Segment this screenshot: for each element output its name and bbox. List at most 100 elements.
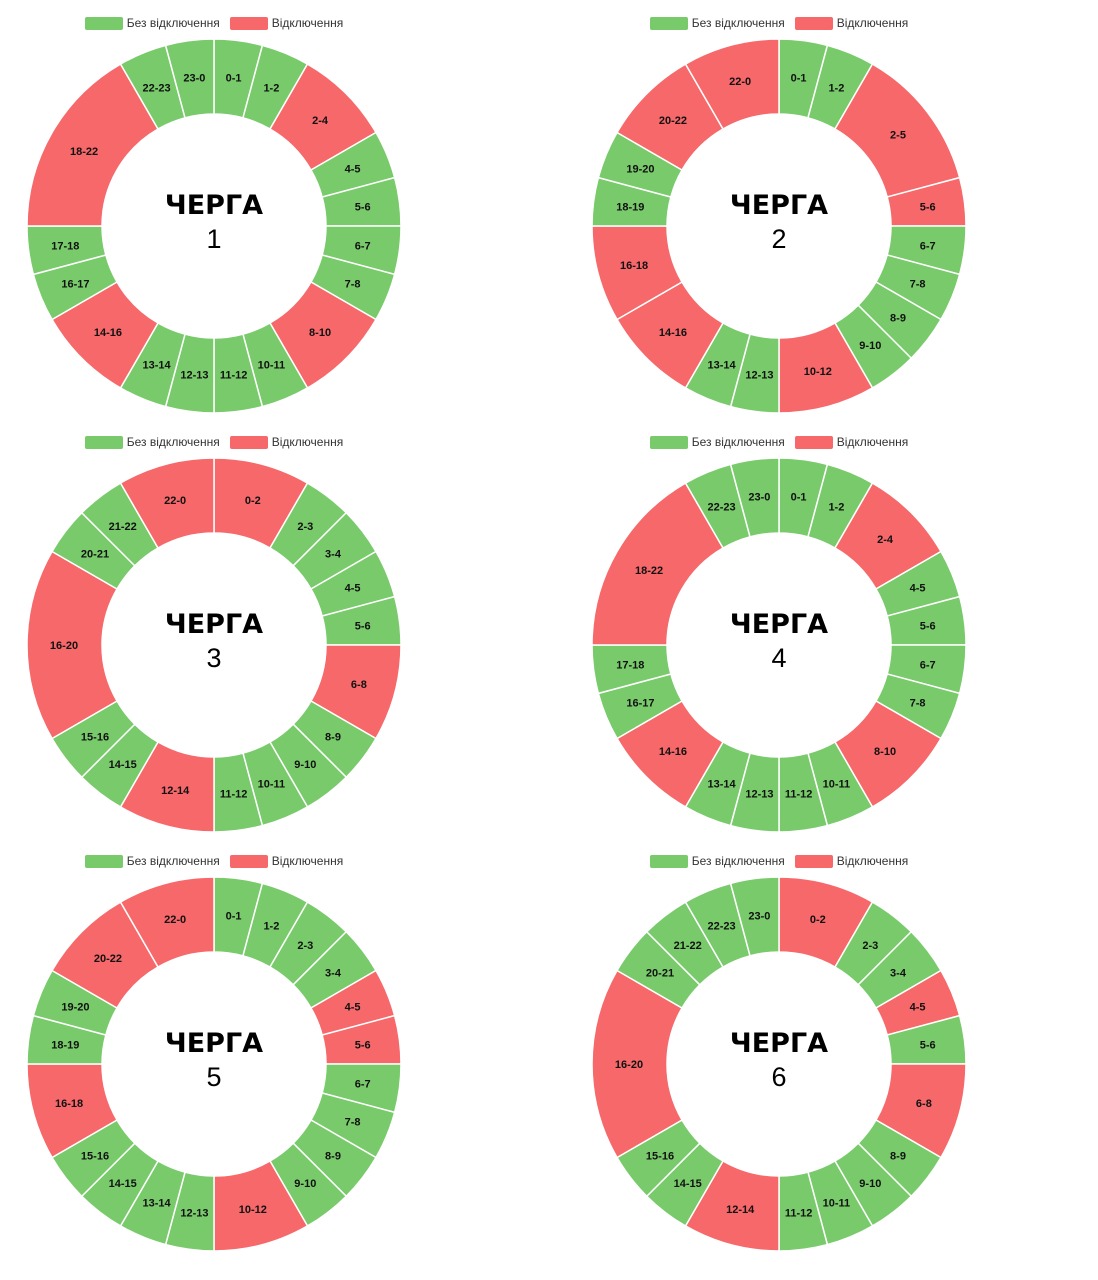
segment-label-22-23: 22-23 [708, 920, 736, 932]
segment-22-0[interactable] [119, 876, 215, 969]
chart-segments [591, 457, 967, 833]
legend-label-no-outage: Без відключення [691, 435, 785, 449]
segment-23-0[interactable] [729, 457, 780, 538]
segment-label-14-16: 14-16 [94, 327, 122, 339]
segment-label-8-9: 8-9 [890, 1150, 906, 1162]
segment-label-15-16: 15-16 [646, 1150, 674, 1162]
legend-item-no-outage[interactable]: Без відключення [649, 16, 785, 30]
segment-label-0-1: 0-1 [226, 72, 242, 84]
segment-22-0[interactable] [119, 457, 215, 550]
legend-label-no-outage: Без відключення [126, 854, 220, 868]
segment-label-23-0: 23-0 [183, 72, 205, 84]
segment-label-10-11: 10-11 [823, 779, 851, 791]
legend-item-no-outage[interactable]: Без відключення [84, 435, 220, 449]
segment-label-18-22: 18-22 [635, 565, 663, 577]
segment-label-18-19: 18-19 [51, 1039, 79, 1051]
segment-label-21-22: 21-22 [109, 521, 137, 533]
segment-label-5-6: 5-6 [355, 201, 371, 213]
segment-label-13-14: 13-14 [708, 360, 737, 372]
segment-label-11-12: 11-12 [785, 1208, 813, 1220]
segment-label-7-8: 7-8 [910, 278, 926, 290]
chart-segments [26, 457, 402, 833]
legend-swatch-outage [794, 16, 833, 30]
chart-segment-labels: 0-2 2-3 3-4 4-5 5-6 6-8 8-9 9-10 10-11 11-12 12-14… [615, 910, 936, 1219]
segment-label-2-5: 2-5 [890, 130, 906, 142]
segment-label-14-15: 14-15 [109, 1178, 137, 1190]
segment-label-4-5: 4-5 [910, 1002, 926, 1014]
legend-item-outage[interactable]: Відключення [229, 854, 344, 868]
segment-label-16-18: 16-18 [620, 260, 648, 272]
segment-label-2-3: 2-3 [297, 940, 313, 952]
segment-label-23-0: 23-0 [748, 910, 770, 922]
segment-label-23-0: 23-0 [748, 491, 770, 503]
chart-segments [591, 876, 967, 1252]
segment-label-0-1: 0-1 [226, 910, 242, 922]
segment-label-4-5: 4-5 [910, 583, 926, 595]
segment-label-14-16: 14-16 [659, 327, 687, 339]
segment-label-20-21: 20-21 [81, 549, 109, 561]
segment-label-21-22: 21-22 [674, 940, 702, 952]
segment-label-12-13: 12-13 [180, 1208, 208, 1220]
segment-label-5-6: 5-6 [355, 1039, 371, 1051]
legend-label-no-outage: Без відключення [691, 16, 785, 30]
segment-label-7-8: 7-8 [910, 697, 926, 709]
segment-23-0[interactable] [729, 876, 780, 957]
segment-label-13-14: 13-14 [143, 1198, 172, 1210]
segment-label-8-9: 8-9 [890, 312, 906, 324]
segment-label-1-2: 1-2 [828, 501, 844, 513]
segment-label-1-2: 1-2 [263, 920, 279, 932]
segment-label-19-20: 19-20 [61, 1002, 89, 1014]
legend-item-no-outage[interactable]: Без відключення [84, 16, 220, 30]
legend-item-no-outage[interactable]: Без відключення [649, 854, 785, 868]
legend-swatch-outage [229, 435, 268, 449]
segment-label-2-4: 2-4 [312, 115, 329, 127]
legend-label-no-outage: Без відключення [126, 16, 220, 30]
chart-title-number: 5 [206, 1062, 221, 1092]
legend-swatch-no-outage [649, 16, 688, 30]
chart-title-word: ЧЕРГА [165, 609, 263, 640]
segment-label-7-8: 7-8 [345, 1116, 361, 1128]
segment-label-15-16: 15-16 [81, 1150, 109, 1162]
segment-label-8-9: 8-9 [325, 1150, 341, 1162]
segment-label-4-5: 4-5 [345, 164, 361, 176]
chart-segments [26, 38, 402, 414]
legend-item-outage[interactable]: Відключення [794, 854, 908, 868]
legend: Без відключення Відключення [589, 15, 969, 31]
legend-item-outage[interactable]: Відключення [229, 435, 343, 449]
segment-label-5-6: 5-6 [920, 201, 936, 213]
segment-label-10-11: 10-11 [258, 779, 286, 791]
segment-23-0[interactable] [164, 38, 215, 119]
segment-label-5-6: 5-6 [355, 620, 371, 632]
segment-label-14-16: 14-16 [659, 746, 687, 758]
legend-item-no-outage[interactable]: Без відключення [649, 435, 785, 449]
segment-label-4-5: 4-5 [345, 1002, 361, 1014]
segment-label-15-16: 15-16 [81, 731, 109, 743]
legend-swatch-no-outage [649, 435, 688, 449]
legend-label-no-outage: Без відключення [126, 435, 220, 449]
segment-label-4-5: 4-5 [345, 583, 361, 595]
segment-label-20-21: 20-21 [646, 968, 674, 980]
legend-item-no-outage[interactable]: Без відключення [84, 854, 220, 868]
segment-label-8-10: 8-10 [309, 327, 331, 339]
segment-label-0-2: 0-2 [810, 914, 826, 926]
segment-label-12-13: 12-13 [745, 789, 773, 801]
segment-label-6-7: 6-7 [355, 1079, 371, 1091]
legend-label-outage: Відключення [271, 854, 344, 868]
segment-22-0[interactable] [684, 38, 780, 131]
schedule-chart-1: Без відключення Відключення 0-1 1-2 2-4 4-5… [24, 0, 464, 414]
segment-label-22-0: 22-0 [164, 914, 186, 926]
segment-label-12-14: 12-14 [161, 785, 190, 797]
segment-label-22-0: 22-0 [164, 495, 186, 507]
legend-item-outage[interactable]: Відключення [229, 16, 343, 30]
segment-label-22-23: 22-23 [143, 82, 171, 94]
legend-item-outage[interactable]: Відключення [794, 16, 908, 30]
legend-swatch-outage [794, 854, 833, 868]
segment-label-3-4: 3-4 [325, 968, 342, 980]
segment-label-12-14: 12-14 [726, 1204, 755, 1216]
segment-label-5-6: 5-6 [920, 1039, 936, 1051]
legend-item-outage[interactable]: Відключення [794, 435, 908, 449]
segment-label-9-10: 9-10 [294, 1178, 316, 1190]
legend-swatch-no-outage [84, 16, 123, 30]
segment-label-16-17: 16-17 [626, 697, 654, 709]
segment-label-3-4: 3-4 [325, 549, 342, 561]
